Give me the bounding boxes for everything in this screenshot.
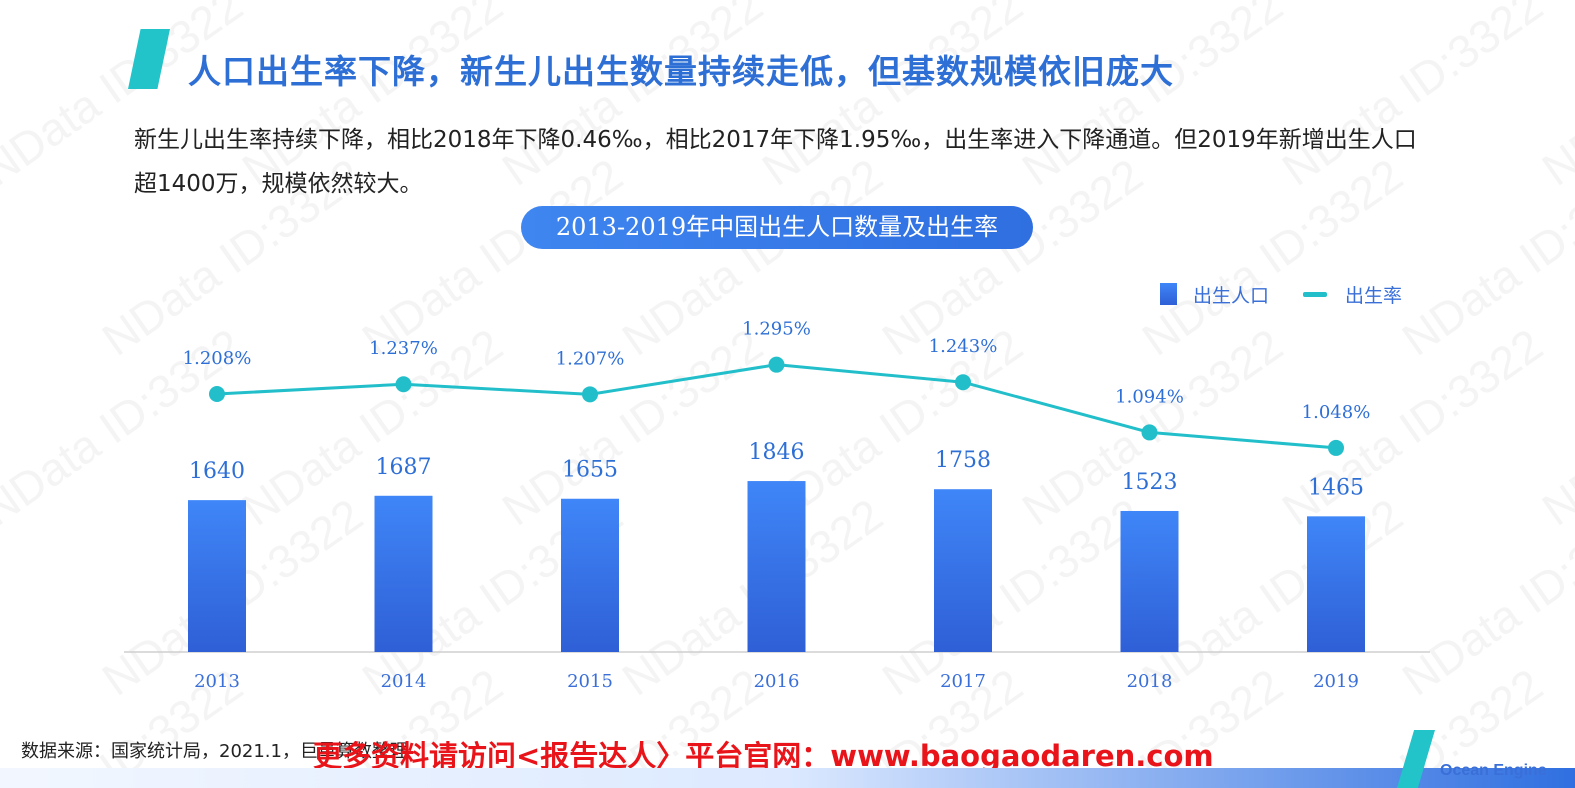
x-tick-label: 2014 (381, 671, 427, 692)
legend-line-swatch (1303, 291, 1328, 297)
x-tick-label: 2015 (567, 671, 613, 692)
x-tick-label: 2017 (940, 671, 986, 692)
rate-value-label: 1.208% (183, 348, 252, 369)
x-tick-label: 2018 (1127, 671, 1173, 692)
rate-point-2017 (955, 374, 971, 391)
bar-2016 (747, 481, 806, 652)
legend-line-label: 出生率 (1345, 284, 1403, 307)
bar-value-label: 1846 (749, 440, 805, 465)
bar-value-label: 1465 (1308, 475, 1364, 500)
bar-2013 (188, 500, 246, 652)
bar-2015 (561, 498, 619, 652)
bar-2019 (1307, 516, 1365, 652)
bar-value-label: 1523 (1122, 470, 1178, 495)
page-title: 人口出生率下降，新生儿出生数量持续走低，但基数规模依旧庞大 (188, 52, 1174, 91)
bar-value-label: 1640 (189, 459, 245, 484)
bar-value-label: 1655 (562, 458, 618, 483)
rate-value-label: 1.295% (742, 319, 811, 340)
rate-point-2019 (1328, 439, 1344, 456)
bar-2014 (374, 495, 433, 652)
x-tick-label: 2016 (754, 671, 800, 692)
x-tick-label: 2019 (1313, 671, 1359, 692)
rate-value-label: 1.094% (1115, 386, 1184, 407)
rate-point-2013 (209, 386, 225, 402)
page-subtitle: 新生儿出生率持续下降，相比2018年下降0.46‰，相比2017年下降1.95‰… (134, 127, 1417, 197)
bar-value-label: 1758 (935, 448, 991, 473)
rate-point-2016 (768, 356, 785, 373)
rate-point-2018 (1141, 424, 1158, 441)
brand-logo-text: Ocean Engine (1440, 762, 1547, 779)
rate-value-label: 1.243% (929, 336, 998, 357)
chart-title: 2013-2019年中国出生人口数量及出生率 (521, 206, 1033, 249)
bar-2017 (934, 489, 992, 652)
rate-point-2014 (395, 376, 412, 393)
rate-point-2015 (582, 386, 598, 403)
data-source-note: 数据来源：国家统计局，2021.1，巨量算数整理 (21, 741, 408, 762)
rate-value-label: 1.048% (1302, 402, 1371, 423)
bottom-bar (0, 768, 1575, 788)
bar-2018 (1120, 510, 1179, 652)
x-tick-label: 2013 (194, 671, 240, 692)
legend-bar-label: 出生人口 (1193, 284, 1270, 307)
promo-banner-text: 更多资料请访问<报告达人〉平台官网：www.baogaodaren.com (313, 739, 1214, 773)
bar-value-label: 1687 (376, 455, 432, 480)
legend-bar-swatch (1160, 283, 1177, 305)
rate-value-label: 1.207% (556, 348, 625, 369)
chart-legend: 出生人口 出生率 (1160, 280, 1402, 308)
rate-value-label: 1.237% (369, 338, 438, 359)
